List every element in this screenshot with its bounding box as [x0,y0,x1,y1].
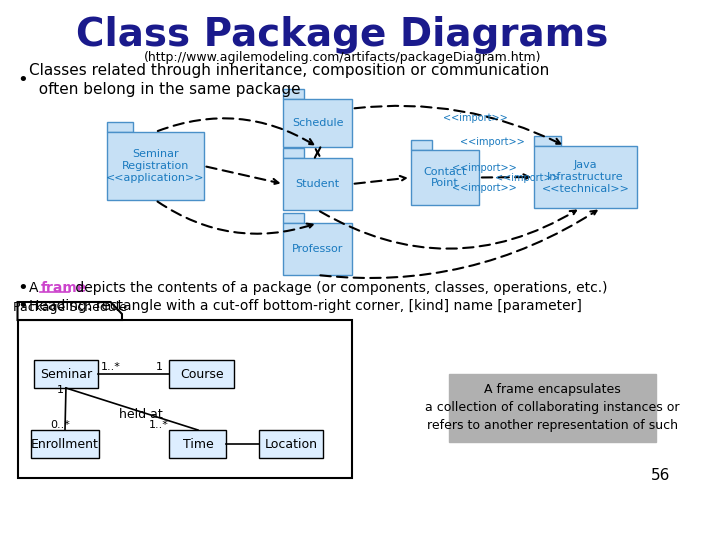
Text: Professor: Professor [292,244,343,254]
Text: 1..*: 1..* [101,362,121,372]
Bar [107,122,133,132]
Bar [284,99,352,147]
Text: depicts the contents of a package (or components, classes, operations, etc.): depicts the contents of a package (or co… [71,281,607,295]
Text: <<import>>: <<import>> [495,173,560,183]
Bar [284,223,352,275]
Bar [284,148,305,158]
Bar [107,132,204,200]
Bar [410,140,431,150]
Bar [169,430,226,458]
Text: <<import>>: <<import>> [452,163,517,173]
Bar [31,430,99,458]
Text: 56: 56 [651,468,670,483]
Text: Classes related through inheritance, composition or communication
  often belong: Classes related through inheritance, com… [29,63,549,97]
Text: Enrollment: Enrollment [31,437,99,450]
Text: Location: Location [264,437,318,450]
Text: Heading: rectangle with a cut-off bottom-right corner, [kind] name [parameter]: Heading: rectangle with a cut-off bottom… [29,299,582,313]
Text: Java
Infrastructure
<<technical>>: Java Infrastructure <<technical>> [541,160,629,194]
Bar [449,374,656,442]
Text: A frame encapsulates
a collection of collaborating instances or
refers to anothe: A frame encapsulates a collection of col… [425,383,680,433]
Bar [410,150,479,205]
Text: Class Package Diagrams: Class Package Diagrams [76,16,608,54]
Text: (http://www.agilemodeling.com/artifacts/packageDiagram.htm): (http://www.agilemodeling.com/artifacts/… [143,51,541,64]
Text: Schedule: Schedule [292,118,343,128]
Text: <<import>>: <<import>> [452,183,517,193]
Text: 0..*: 0..* [50,420,70,430]
Bar [284,89,305,99]
Bar [534,146,636,208]
Text: held at: held at [119,408,163,421]
Polygon shape [17,302,122,320]
Text: •: • [17,71,28,89]
Text: A: A [29,281,42,295]
Text: Course: Course [180,368,223,381]
Text: •: • [17,279,28,297]
Text: •: • [17,297,28,315]
Text: Seminar: Seminar [40,368,92,381]
Text: Seminar
Registration
<<application>>: Seminar Registration <<application>> [106,150,204,183]
Bar [169,360,234,388]
Text: Time: Time [183,437,213,450]
Text: <<import>>: <<import>> [460,137,525,147]
Text: Package Schedule: Package Schedule [13,301,127,314]
Text: Contact
Point: Contact Point [423,167,467,188]
Text: Student: Student [295,179,340,189]
Bar [534,136,561,146]
Text: frame: frame [40,281,86,295]
Bar [17,320,352,478]
Text: 1: 1 [156,362,163,372]
Bar [34,360,98,388]
Text: <<import>>: <<import>> [443,113,508,123]
Text: 1: 1 [56,385,63,395]
Text: 1..*: 1..* [148,420,168,430]
Bar [258,430,323,458]
Bar [284,213,305,223]
Bar [284,158,352,210]
